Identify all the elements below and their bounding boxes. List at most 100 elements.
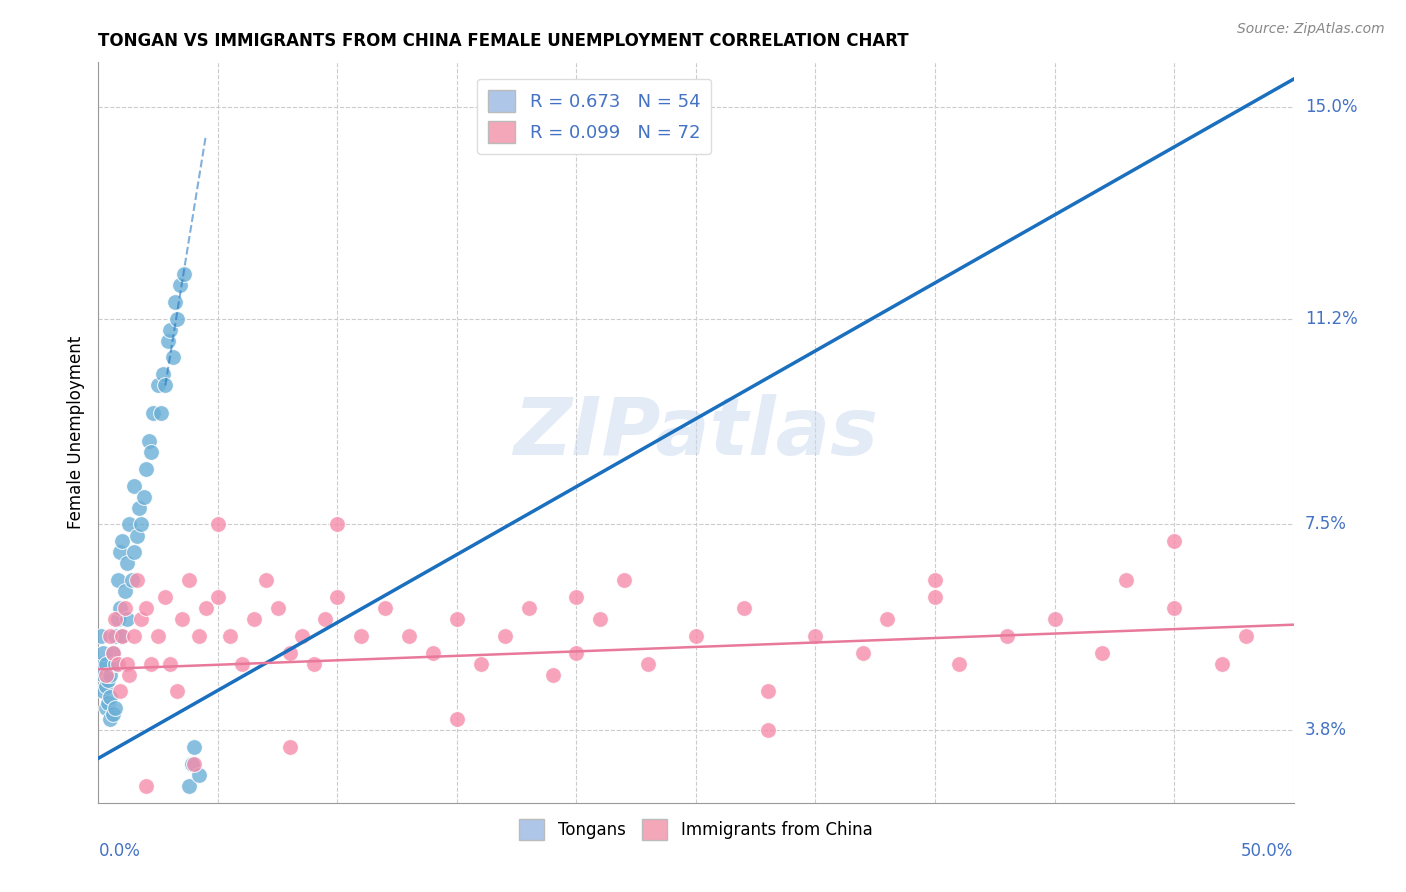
Point [1163,601,1185,615]
Point [115,657,138,671]
Point [173,267,195,281]
Point [115,612,138,626]
Point [118,517,141,532]
Point [97,696,120,710]
Point [446,612,468,626]
Point [207,590,229,604]
Point [139,445,162,459]
Point [148,378,170,392]
Point [152,367,174,381]
Point [541,667,564,681]
Point [111,629,134,643]
Point [163,294,186,309]
Point [267,601,290,615]
Point [172,612,194,626]
Point [756,684,779,698]
Point [470,657,492,671]
Point [138,434,160,448]
Point [94,667,117,681]
Point [114,584,136,599]
Point [98,667,122,681]
Point [101,706,124,721]
Point [446,712,468,726]
Point [1234,629,1257,643]
Point [187,768,209,782]
Point [94,701,117,715]
Point [155,590,177,604]
Point [1091,646,1114,660]
Point [118,667,141,681]
Point [101,646,124,660]
Point [278,646,301,660]
Text: ZIPatlas: ZIPatlas [513,393,879,472]
Point [128,500,150,515]
Point [326,590,349,604]
Point [139,657,162,671]
Point [685,629,707,643]
Text: Source: ZipAtlas.com: Source: ZipAtlas.com [1237,22,1385,37]
Point [231,657,253,671]
Point [156,334,179,348]
Point [637,657,659,671]
Point [254,573,277,587]
Point [97,673,120,688]
Point [995,629,1018,643]
Point [125,528,148,542]
Point [494,629,516,643]
Point [107,573,129,587]
Point [243,612,266,626]
Text: 50.0%: 50.0% [1241,842,1294,860]
Point [207,517,229,532]
Point [90,657,112,671]
Point [183,740,205,755]
Point [94,679,117,693]
Point [291,629,314,643]
Point [159,323,181,337]
Point [924,590,946,604]
Point [756,723,779,738]
Point [104,629,127,643]
Point [111,534,134,549]
Point [91,684,114,698]
Point [565,646,588,660]
Point [1163,534,1185,549]
Point [169,278,191,293]
Text: TONGAN VS IMMIGRANTS FROM CHINA FEMALE UNEMPLOYMENT CORRELATION CHART: TONGAN VS IMMIGRANTS FROM CHINA FEMALE U… [98,32,910,50]
Point [108,601,131,615]
Point [613,573,636,587]
Point [135,601,157,615]
Point [350,629,373,643]
Text: 0.0%: 0.0% [98,842,141,860]
Point [422,646,444,660]
Point [179,573,201,587]
Point [517,601,540,615]
Point [162,351,184,365]
Point [132,490,155,504]
Point [94,657,117,671]
Point [195,601,218,615]
Point [98,690,122,704]
Point [1211,657,1233,671]
Legend: Tongans, Immigrants from China: Tongans, Immigrants from China [513,813,879,847]
Point [1043,612,1066,626]
Point [121,573,143,587]
Point [183,756,205,771]
Point [135,779,157,793]
Y-axis label: Female Unemployment: Female Unemployment [66,336,84,529]
Point [565,590,588,604]
Point [98,629,122,643]
Point [111,629,134,643]
Point [733,601,755,615]
Point [149,406,172,420]
Point [115,557,138,571]
Point [124,545,146,559]
Point [107,657,129,671]
Point [91,646,114,660]
Point [1115,573,1137,587]
Point [104,612,127,626]
Point [108,684,131,698]
Point [278,740,301,755]
Text: 3.8%: 3.8% [1305,722,1347,739]
Point [180,756,202,771]
Point [374,601,396,615]
